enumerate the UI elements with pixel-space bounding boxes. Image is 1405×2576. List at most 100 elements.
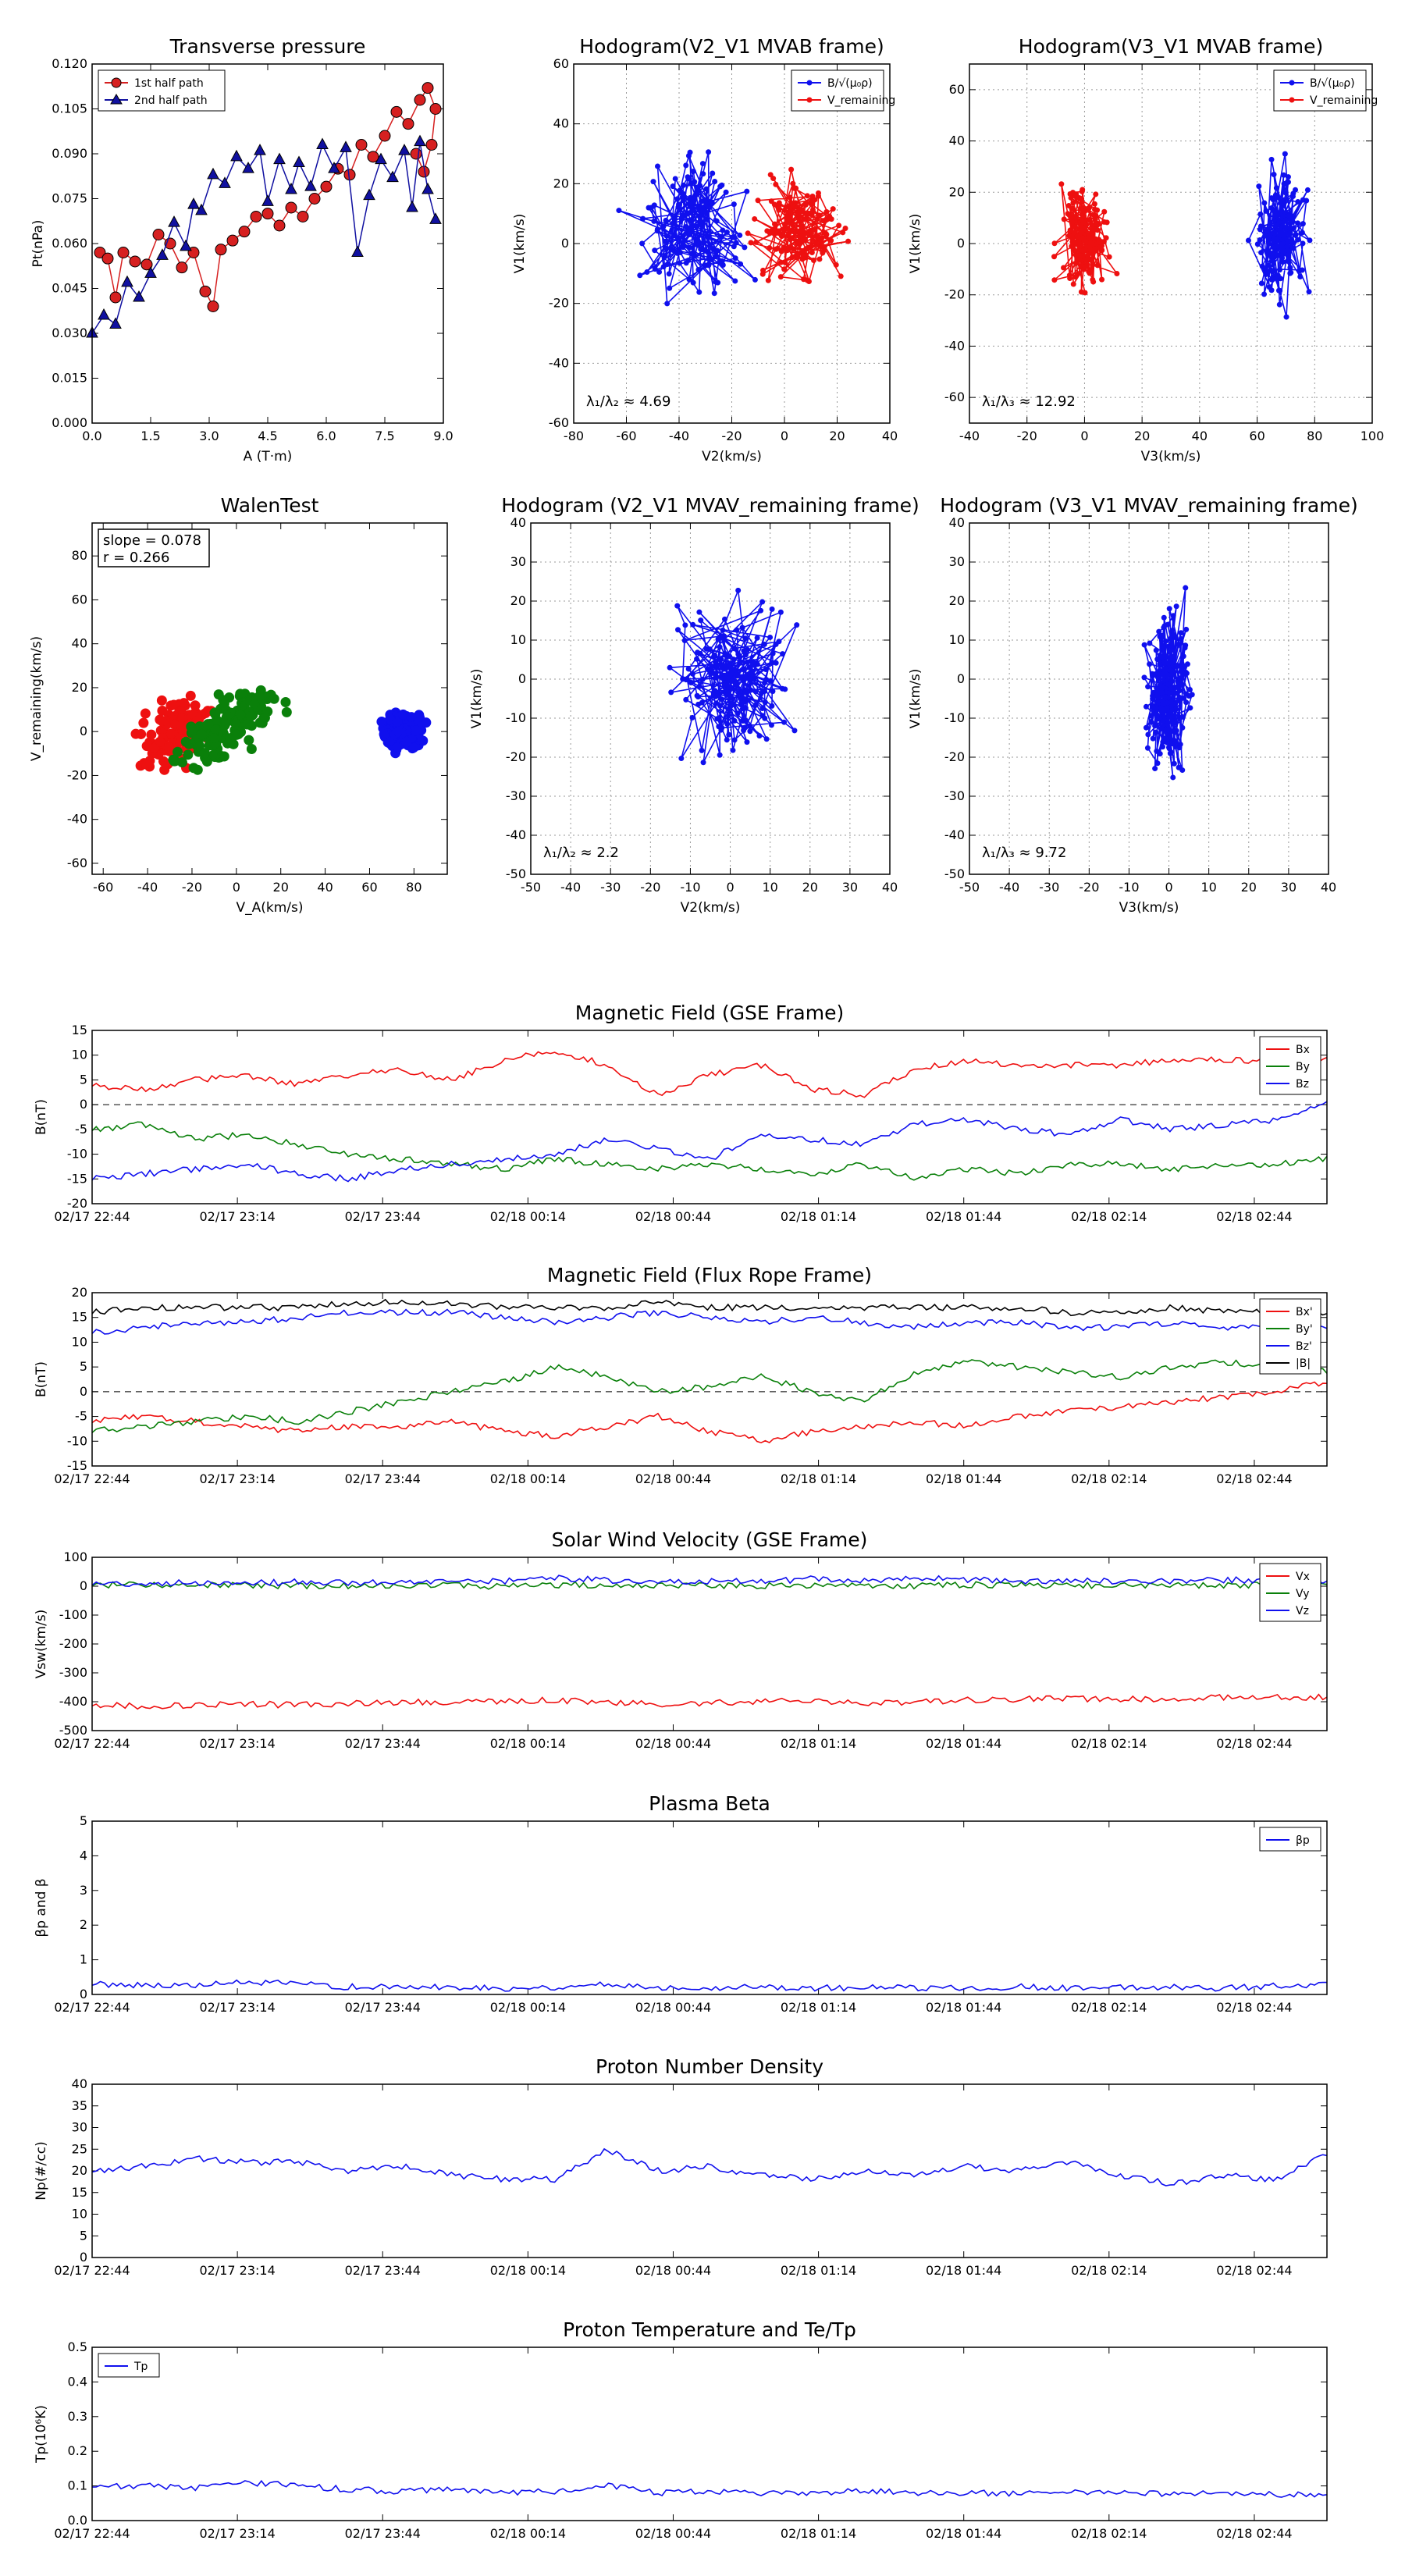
y-tick-label: 0 bbox=[957, 236, 965, 251]
data-point bbox=[743, 674, 749, 681]
data-point bbox=[662, 245, 668, 251]
y-tick-label: 2 bbox=[80, 1917, 87, 1932]
data-point bbox=[1076, 239, 1082, 245]
stats-box bbox=[98, 528, 210, 568]
data-point bbox=[724, 229, 730, 236]
data-point bbox=[1150, 673, 1156, 679]
data-point bbox=[672, 176, 678, 182]
legend-label: βp bbox=[1296, 1834, 1310, 1847]
data-point bbox=[742, 705, 749, 711]
axes-frame bbox=[91, 1292, 1328, 1467]
axes-frame bbox=[91, 1820, 1328, 1995]
data-point bbox=[713, 671, 719, 677]
y-tick-label: 0 bbox=[80, 1097, 87, 1112]
chart-title: Hodogram (V3_V1 MVAV_remaining frame) bbox=[940, 494, 1358, 517]
data-point bbox=[429, 103, 442, 115]
data-point bbox=[685, 666, 692, 672]
x-tick-label: -60 bbox=[616, 429, 636, 443]
y-tick-label: 100 bbox=[63, 1550, 87, 1564]
legend-label: Bz' bbox=[1296, 1340, 1312, 1353]
data-point bbox=[733, 240, 739, 246]
data-point bbox=[698, 246, 704, 252]
data-point bbox=[767, 634, 774, 640]
data-point bbox=[1289, 213, 1295, 219]
data-point bbox=[1178, 630, 1184, 636]
x-axis-label: V_A(km/s) bbox=[236, 900, 303, 916]
data-point bbox=[712, 178, 718, 184]
data-point bbox=[1288, 237, 1294, 244]
x-tick-label: -80 bbox=[564, 429, 584, 443]
y-axis-label: V1(km/s) bbox=[469, 669, 485, 729]
data-point bbox=[1152, 723, 1158, 729]
data-point bbox=[1163, 694, 1169, 700]
data-point bbox=[1163, 666, 1169, 672]
legend-label: Tp bbox=[133, 2361, 148, 2373]
data-point bbox=[219, 751, 229, 762]
data-point bbox=[813, 239, 819, 245]
data-point bbox=[1290, 245, 1297, 251]
data-point bbox=[1074, 233, 1080, 240]
data-point bbox=[1297, 273, 1304, 279]
data-point bbox=[760, 267, 767, 273]
data-point bbox=[1069, 190, 1076, 196]
data-point bbox=[788, 211, 795, 217]
x-tick-label: 1.5 bbox=[140, 429, 160, 443]
y-tick-label: 0.0 bbox=[68, 2513, 87, 2528]
chart-title: Transverse pressure bbox=[169, 35, 366, 58]
data-point bbox=[689, 197, 695, 203]
data-point bbox=[656, 269, 663, 275]
data-point bbox=[1154, 699, 1161, 705]
data-point bbox=[1165, 621, 1171, 628]
data-point bbox=[719, 182, 725, 188]
data-point bbox=[730, 747, 736, 753]
data-point bbox=[185, 690, 196, 701]
data-point bbox=[729, 668, 735, 674]
data-point bbox=[1148, 719, 1154, 725]
data-point bbox=[796, 241, 802, 247]
data-point bbox=[780, 651, 786, 657]
y-axis-label: B(nT) bbox=[34, 1099, 49, 1135]
x-tick-label: 02/18 01:14 bbox=[781, 1209, 856, 1224]
data-point bbox=[685, 211, 691, 217]
data-point bbox=[804, 193, 810, 199]
data-point bbox=[662, 238, 668, 244]
y-tick-label: 60 bbox=[72, 592, 87, 607]
x-tick-label: 20 bbox=[829, 429, 845, 443]
data-point bbox=[1181, 695, 1187, 701]
data-point bbox=[803, 246, 809, 252]
data-point bbox=[235, 709, 246, 720]
data-point bbox=[1094, 222, 1100, 228]
data-point bbox=[1170, 774, 1176, 781]
x-tick-label: 02/18 02:44 bbox=[1216, 2000, 1292, 2015]
x-tick-label: 02/18 01:44 bbox=[926, 1736, 1001, 1751]
y-tick-label: 0 bbox=[80, 724, 87, 738]
data-point bbox=[789, 235, 795, 241]
data-point bbox=[809, 207, 816, 213]
x-tick-label: 80 bbox=[1307, 429, 1322, 443]
data-point bbox=[670, 220, 676, 226]
data-point bbox=[699, 208, 706, 214]
data-point bbox=[726, 706, 732, 712]
data-point bbox=[1295, 199, 1301, 205]
data-point bbox=[727, 653, 733, 660]
data-point bbox=[1061, 265, 1067, 271]
data-point bbox=[1162, 638, 1168, 644]
x-tick-label: -10 bbox=[1119, 880, 1139, 895]
data-point bbox=[801, 276, 807, 283]
data-point bbox=[1171, 760, 1177, 767]
x-tick-label: 02/18 00:44 bbox=[635, 2526, 711, 2541]
data-point bbox=[1277, 267, 1283, 273]
data-point bbox=[770, 650, 776, 656]
data-point bbox=[414, 134, 426, 147]
data-point bbox=[1256, 183, 1262, 190]
y-tick-label: 10 bbox=[72, 1048, 87, 1062]
data-point bbox=[742, 244, 748, 251]
data-point bbox=[1179, 713, 1186, 720]
data-point bbox=[1164, 672, 1170, 678]
data-point bbox=[731, 737, 738, 743]
y-tick-label: 10 bbox=[72, 1334, 87, 1349]
data-point bbox=[422, 182, 434, 194]
data-point bbox=[674, 250, 681, 256]
y-tick-label: -60 bbox=[67, 856, 87, 870]
